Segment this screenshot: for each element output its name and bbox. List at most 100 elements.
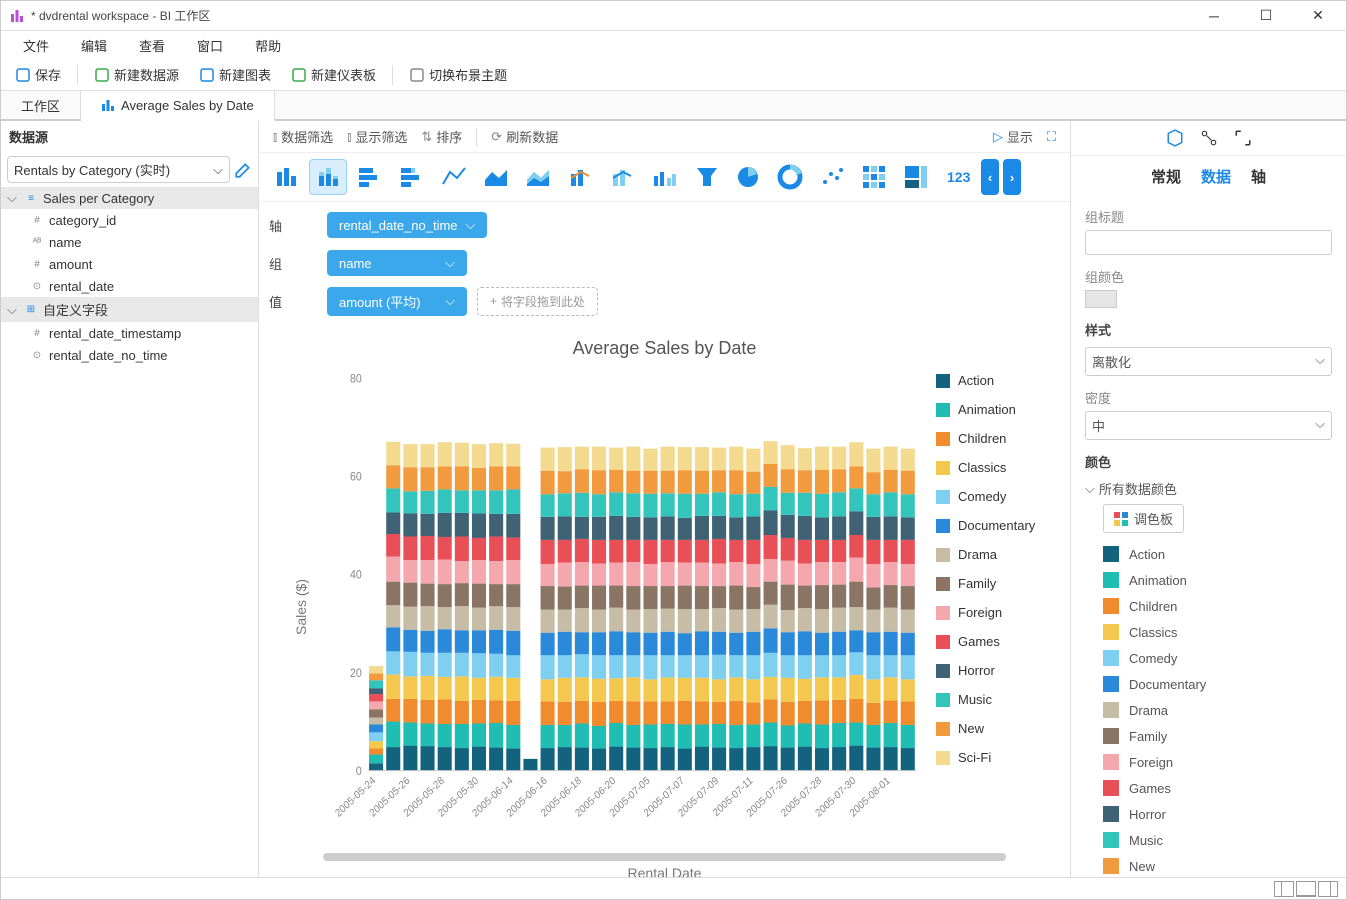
chart-type-area[interactable]	[477, 159, 515, 195]
tree-field[interactable]: #rental_date_timestamp	[1, 322, 258, 344]
link-icon[interactable]	[1200, 129, 1218, 147]
menu-编辑[interactable]: 编辑	[67, 32, 121, 59]
axis-field-pill[interactable]: rental_date_no_time⌵	[327, 212, 487, 238]
legend-item[interactable]: Children	[936, 431, 1056, 446]
legend-item[interactable]: Classics	[936, 460, 1056, 475]
chart-type-bar-h-stack[interactable]	[393, 159, 431, 195]
legend-item[interactable]: Drama	[936, 547, 1056, 562]
color-item[interactable]: Comedy	[1085, 645, 1332, 671]
chart-type-pie[interactable]	[729, 159, 767, 195]
color-item[interactable]: Foreign	[1085, 749, 1332, 775]
value-drop-zone[interactable]: +将字段拖到此处	[477, 287, 598, 316]
color-item[interactable]: Games	[1085, 775, 1332, 801]
new-chart-button[interactable]: 新建图表	[191, 62, 279, 87]
color-item[interactable]: Drama	[1085, 697, 1332, 723]
close-button[interactable]: ✕	[1298, 2, 1338, 30]
chart-type-line[interactable]	[435, 159, 473, 195]
chart-type-bar-h[interactable]	[351, 159, 389, 195]
menu-窗口[interactable]: 窗口	[183, 32, 237, 59]
legend-item[interactable]: Sci-Fi	[936, 750, 1056, 765]
style-select[interactable]: 离散化⌵	[1085, 347, 1332, 376]
chevron-down-icon[interactable]: ⌵	[1085, 481, 1095, 497]
chart-type-dual[interactable]	[645, 159, 683, 195]
chart-type-heatmap[interactable]	[855, 159, 893, 195]
chart-type-combo2[interactable]	[603, 159, 641, 195]
filter-btn-1[interactable]: ⫾显示筛选	[347, 127, 407, 146]
expand-icon[interactable]	[1234, 129, 1252, 147]
chart-type-donut[interactable]	[771, 159, 809, 195]
tree-field[interactable]: #amount	[1, 253, 258, 275]
layout-2-button[interactable]	[1296, 881, 1316, 897]
legend-item[interactable]: Family	[936, 576, 1056, 591]
chart-type-nav[interactable]: ›	[1003, 159, 1021, 195]
chart-type-nav[interactable]: ‹	[981, 159, 999, 195]
rp-tab-数据[interactable]: 数据	[1201, 166, 1231, 187]
tree-group[interactable]: ⌵⊞自定义字段	[1, 297, 258, 322]
chart-type-treemap[interactable]	[897, 159, 935, 195]
custom-icon: ⊞	[23, 302, 39, 318]
color-item[interactable]: Documentary	[1085, 671, 1332, 697]
legend-item[interactable]: Documentary	[936, 518, 1056, 533]
minimize-button[interactable]: ─	[1194, 2, 1234, 30]
fullscreen-button[interactable]: ⛶	[1047, 129, 1056, 145]
group-title-input[interactable]	[1085, 230, 1332, 255]
color-item[interactable]: Children	[1085, 593, 1332, 619]
rp-tab-常规[interactable]: 常规	[1151, 166, 1181, 187]
display-button[interactable]: ▷显示	[993, 127, 1033, 146]
group-color-swatch[interactable]	[1085, 290, 1117, 308]
color-item[interactable]: Classics	[1085, 619, 1332, 645]
chart-type-scatter[interactable]	[813, 159, 851, 195]
legend-item[interactable]: Action	[936, 373, 1056, 388]
datasource-select[interactable]: Rentals by Category (实时) ⌵	[7, 156, 230, 183]
value-field-pill[interactable]: amount (平均)⌵	[327, 287, 467, 316]
chart-type-area-stack[interactable]	[519, 159, 557, 195]
maximize-button[interactable]: ☐	[1246, 2, 1286, 30]
palette-button[interactable]: 调色板	[1103, 504, 1184, 533]
legend-item[interactable]: Games	[936, 634, 1056, 649]
filter-btn-3[interactable]: ⟳刷新数据	[491, 127, 558, 146]
color-item[interactable]: New	[1085, 853, 1332, 877]
chevron-down-icon: ⌵	[445, 293, 455, 309]
chart-type-bar-v[interactable]	[267, 159, 305, 195]
cube-icon[interactable]	[1166, 129, 1184, 147]
menu-查看[interactable]: 查看	[125, 32, 179, 59]
new-datasource-button[interactable]: 新建数据源	[86, 62, 187, 87]
filter-btn-2[interactable]: ⇅排序	[421, 127, 462, 146]
chart-type-number[interactable]: 123	[939, 159, 977, 195]
rp-tab-轴[interactable]: 轴	[1251, 166, 1266, 187]
tree-field[interactable]: #category_id	[1, 209, 258, 231]
color-item[interactable]: Animation	[1085, 567, 1332, 593]
chart-type-bar-v-stack[interactable]	[309, 159, 347, 195]
color-item[interactable]: Family	[1085, 723, 1332, 749]
filter-btn-0[interactable]: ⫾数据筛选	[273, 127, 333, 146]
tree-field[interactable]: ⊙rental_date_no_time	[1, 344, 258, 366]
legend-item[interactable]: Foreign	[936, 605, 1056, 620]
group-field-pill[interactable]: name⌵	[327, 250, 467, 276]
tab-工作区[interactable]: 工作区	[1, 91, 81, 119]
legend-item[interactable]: Comedy	[936, 489, 1056, 504]
legend-item[interactable]: Music	[936, 692, 1056, 707]
layout-1-button[interactable]	[1274, 881, 1294, 897]
tree-group[interactable]: ⌵≡Sales per Category	[1, 187, 258, 209]
tree-field[interactable]: ⊙rental_date	[1, 275, 258, 297]
legend-item[interactable]: Animation	[936, 402, 1056, 417]
legend-item[interactable]: New	[936, 721, 1056, 736]
pie-icon	[735, 164, 761, 190]
new-dashboard-button[interactable]: 新建仪表板	[283, 62, 384, 87]
theme-button[interactable]: 切换布景主题	[401, 62, 515, 87]
color-item[interactable]: Music	[1085, 827, 1332, 853]
legend-item[interactable]: Horror	[936, 663, 1056, 678]
save-button[interactable]: 保存	[7, 62, 69, 87]
density-select[interactable]: 中⌵	[1085, 411, 1332, 440]
menu-文件[interactable]: 文件	[9, 32, 63, 59]
color-item[interactable]: Horror	[1085, 801, 1332, 827]
edit-icon[interactable]	[234, 161, 252, 179]
layout-3-button[interactable]	[1318, 881, 1338, 897]
menu-帮助[interactable]: 帮助	[241, 32, 295, 59]
chart-type-funnel[interactable]	[687, 159, 725, 195]
tab-Average Sales by Date[interactable]: Average Sales by Date	[81, 91, 275, 121]
chart-scrollbar[interactable]	[323, 853, 1006, 861]
tree-field[interactable]: ᴬᴮname	[1, 231, 258, 253]
color-item[interactable]: Action	[1085, 541, 1332, 567]
chart-type-combo[interactable]	[561, 159, 599, 195]
